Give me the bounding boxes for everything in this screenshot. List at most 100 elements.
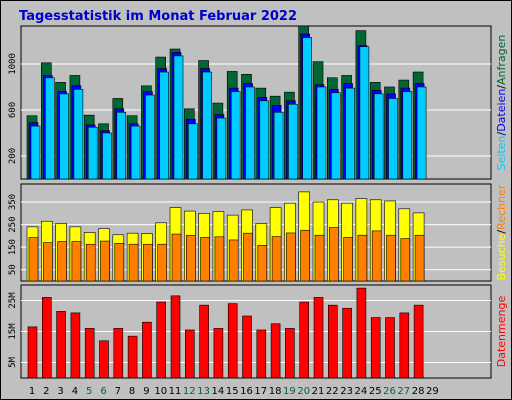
top-bar-seiten	[230, 91, 241, 180]
bottom-bar-datenmenge	[156, 301, 166, 379]
bottom-bar-datenmenge	[41, 297, 52, 379]
middle-bar-rechner	[128, 243, 139, 282]
top-bar-seiten	[159, 71, 169, 180]
x-tick-day-1: 1	[29, 386, 35, 397]
middle-bar-rechner	[214, 236, 225, 282]
bottom-bar-datenmenge	[56, 311, 66, 379]
top-bar-seiten	[173, 55, 184, 180]
bottom-y-tick-label: 25M	[8, 292, 18, 309]
middle-legend: Besuche/Rechner	[495, 184, 508, 280]
middle-bar-rechner	[85, 243, 96, 282]
middle-y-tick-label: 150	[8, 239, 18, 255]
middle-bar-rechner	[143, 243, 153, 282]
bottom-bar-datenmenge	[399, 312, 410, 379]
x-tick-day-5: 5	[86, 386, 92, 397]
bottom-bar-datenmenge	[270, 323, 281, 379]
middle-bar-rechner	[71, 241, 82, 282]
middle-bar-rechner	[286, 232, 296, 282]
bottom-bar-datenmenge	[84, 328, 95, 379]
x-tick-day-14: 14	[212, 386, 225, 397]
x-tick-day-26: 26	[383, 386, 396, 397]
middle-bar-rechner	[314, 234, 325, 282]
top-bar-seiten	[402, 91, 413, 180]
middle-bar-rechner	[414, 234, 425, 282]
bottom-bar-datenmenge	[113, 328, 124, 379]
x-tick-day-29: 29	[426, 386, 439, 397]
legend-rechner: Rechner	[495, 184, 508, 230]
legend-seiten: Seiten	[495, 135, 508, 170]
middle-y-tick-label: 50	[8, 264, 18, 275]
top-bar-seiten	[373, 93, 384, 180]
top-bar-seiten	[316, 86, 327, 180]
bottom-bar-datenmenge	[127, 335, 138, 379]
legend-dateien: Dateien	[495, 89, 508, 132]
x-tick-day-12: 12	[183, 386, 196, 397]
top-bar-seiten	[330, 92, 341, 180]
bottom-bar-datenmenge	[285, 328, 295, 379]
panel-bottom: 5M 15M 25M	[8, 284, 492, 379]
top-bar-seiten	[87, 126, 98, 180]
x-tick-day-16: 16	[240, 386, 253, 397]
x-tick-day-18: 18	[269, 386, 282, 397]
bottom-legend: Datenmenge	[495, 296, 508, 368]
x-tick-day-22: 22	[326, 386, 339, 397]
x-tick-day-15: 15	[226, 386, 239, 397]
bottom-bar-datenmenge	[413, 304, 424, 379]
bottom-bar-datenmenge	[256, 329, 267, 379]
bottom-bar-datenmenge	[342, 307, 352, 379]
bottom-bar-datenmenge	[27, 326, 38, 379]
bottom-bar-datenmenge	[142, 321, 152, 379]
x-tick-day-6: 6	[100, 386, 106, 397]
bottom-bar-datenmenge	[99, 340, 109, 379]
bottom-y-tick-label: 5M	[8, 357, 18, 368]
top-legend: Seiten/Dateien/Anfragen	[495, 35, 508, 171]
top-bar-seiten	[59, 93, 69, 180]
top-bar-seiten	[259, 100, 270, 180]
top-bar-seiten	[73, 88, 84, 180]
middle-bar-rechner	[386, 234, 396, 282]
top-bar-seiten	[130, 125, 141, 180]
top-bar-seiten	[102, 132, 112, 180]
top-bar-seiten	[202, 71, 212, 180]
top-bar-seiten	[216, 117, 227, 180]
middle-bar-rechner	[257, 245, 268, 282]
middle-bar-rechner	[186, 235, 196, 282]
top-bar-seiten	[245, 86, 255, 180]
middle-bar-rechner	[157, 243, 167, 282]
top-bar-seiten	[302, 37, 313, 180]
top-y-tick-label: 1000	[8, 53, 18, 75]
bottom-bar-datenmenge	[313, 297, 324, 379]
middle-bar-rechner	[371, 230, 382, 282]
middle-y-tick-label: 350	[8, 194, 18, 210]
legend-datenmenge: Datenmenge	[495, 296, 508, 368]
bottom-y-tick-label: 15M	[8, 323, 18, 340]
top-y-tick-label: 200	[8, 148, 18, 164]
bottom-bar-datenmenge	[185, 329, 195, 379]
middle-bar-rechner	[343, 237, 353, 282]
bottom-bar-datenmenge	[370, 317, 381, 379]
bottom-bar-datenmenge	[70, 312, 81, 379]
x-tick-day-21: 21	[312, 386, 325, 397]
middle-bar-rechner	[228, 239, 239, 282]
middle-bar-rechner	[243, 232, 253, 282]
bottom-bar-datenmenge	[385, 317, 395, 379]
middle-bar-rechner	[200, 237, 210, 282]
x-tick-day-25: 25	[369, 386, 382, 397]
middle-bar-rechner	[114, 243, 125, 282]
top-bar-seiten	[416, 86, 427, 180]
legend-besuche: Besuche	[495, 233, 508, 280]
top-bar-seiten	[359, 46, 370, 180]
middle-bar-rechner	[328, 227, 339, 282]
x-tick-day-27: 27	[397, 386, 410, 397]
bottom-bar-datenmenge	[242, 315, 252, 379]
top-bar-seiten	[30, 125, 41, 180]
middle-bar-rechner	[400, 238, 411, 282]
x-tick-day-8: 8	[129, 386, 135, 397]
top-bar-seiten	[116, 111, 127, 180]
panel-top: 200 600 1000	[8, 25, 492, 180]
middle-bar-rechner	[300, 229, 311, 282]
top-y-tick-label: 600	[8, 102, 18, 118]
x-tick-day-20: 20	[297, 386, 310, 397]
